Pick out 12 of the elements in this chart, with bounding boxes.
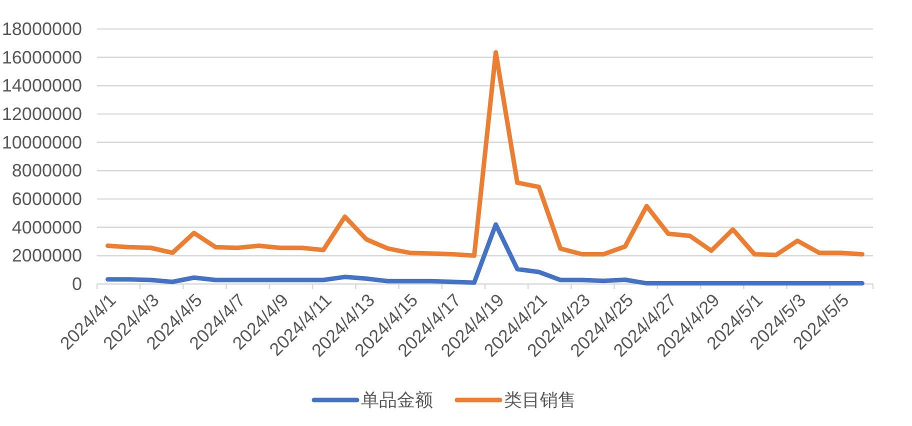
y-tick-label: 14000000 <box>2 76 82 96</box>
y-tick-label: 18000000 <box>2 19 82 39</box>
y-tick-label: 16000000 <box>2 47 82 68</box>
y-tick-label: 0 <box>72 274 82 294</box>
y-tick-label: 2000000 <box>12 246 82 266</box>
y-tick-label: 8000000 <box>12 160 82 181</box>
y-tick-label: 4000000 <box>12 217 82 238</box>
legend-label: 单品金额 <box>361 390 433 410</box>
y-tick-label: 10000000 <box>2 132 82 152</box>
y-tick-label: 6000000 <box>12 189 82 209</box>
y-tick-label: 12000000 <box>2 104 82 124</box>
legend-label: 类目销售 <box>504 390 576 410</box>
